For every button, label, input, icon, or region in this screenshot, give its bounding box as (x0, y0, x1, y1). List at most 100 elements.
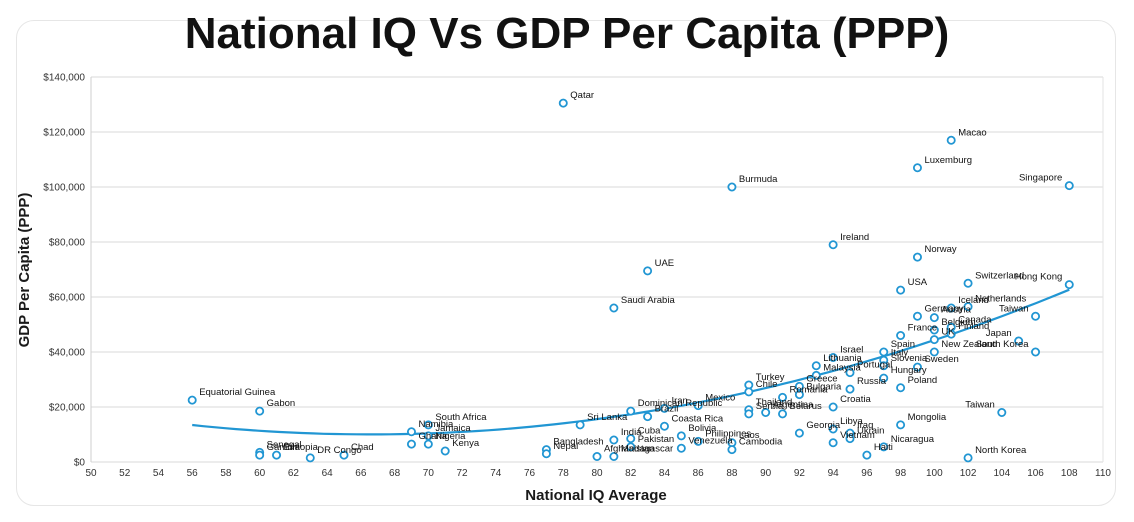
data-point (879, 347, 889, 357)
x-axis-ticks: 50 52 54 56 58 60 62 64 66 68 70 72 74 76 78 80 82 84 86 88… (85, 468, 1111, 479)
x-tick-label: 96 (861, 468, 873, 479)
point-label: Macao (958, 127, 987, 138)
x-tick-label: 108 (1061, 468, 1078, 479)
data-point (626, 442, 636, 452)
point-label: Belarus (790, 401, 822, 412)
data-point (778, 409, 788, 419)
point-label: Madagascar (621, 444, 673, 455)
point-label: Iraq (857, 420, 873, 431)
data-point (423, 420, 433, 430)
data-point (339, 450, 349, 460)
point-label: Coasta Rica (671, 413, 723, 424)
y-tick-label: $60,000 (49, 293, 86, 304)
data-point (912, 311, 922, 321)
data-point (659, 403, 669, 413)
point-label: Dominican Republic (638, 398, 723, 409)
point-label: Luxemburg (924, 155, 972, 166)
x-tick-label: 52 (119, 468, 131, 479)
data-point (440, 446, 450, 456)
data-point (1014, 336, 1024, 346)
point-label: South Africa (435, 412, 487, 423)
data-point (912, 163, 922, 173)
x-tick-label: 58 (220, 468, 232, 479)
data-point (659, 421, 669, 431)
point-label: Norway (924, 244, 956, 255)
point-label: Venezuela (688, 435, 733, 446)
data-point (963, 453, 973, 463)
data-point (187, 395, 197, 405)
point-label: Ghana (418, 431, 447, 442)
point-label: Equatorial Guinea (199, 387, 276, 398)
x-tick-label: 110 (1095, 468, 1111, 479)
data-point (406, 427, 416, 437)
point-label: Romania (790, 384, 829, 395)
point-label: Switzerland (975, 270, 1024, 281)
data-point (896, 383, 906, 393)
x-tick-label: 54 (153, 468, 165, 479)
x-tick-label: 84 (659, 468, 671, 479)
data-point (255, 450, 265, 460)
data-point (609, 303, 619, 313)
point-label: Poland (908, 375, 938, 386)
data-point (828, 352, 838, 362)
point-label: Ethiopia (284, 442, 319, 453)
point-label: Cambodia (739, 437, 783, 448)
point-label: Belgium (941, 317, 975, 328)
data-point (811, 370, 821, 380)
data-point (828, 438, 838, 448)
x-tick-label: 98 (895, 468, 907, 479)
point-label: Turkey (756, 372, 785, 383)
point-label: Malaysia (823, 362, 861, 373)
point-label: South Korea (976, 339, 1030, 350)
point-label: New Zealand (941, 339, 997, 350)
point-label: Israel (840, 345, 863, 356)
y-tick-label: $20,000 (49, 403, 86, 414)
point-label: North Korea (975, 445, 1027, 456)
x-tick-label: 66 (355, 468, 367, 479)
y-tick-label: $0 (74, 458, 86, 469)
data-point (828, 402, 838, 412)
x-tick-label: 90 (760, 468, 772, 479)
data-points (187, 98, 1074, 463)
point-label: Afghanistan (604, 444, 654, 455)
data-point (406, 439, 416, 449)
data-point (727, 445, 737, 455)
data-point (963, 278, 973, 288)
x-tick-label: 68 (389, 468, 401, 479)
x-tick-label: 76 (524, 468, 536, 479)
x-tick-label: 104 (993, 468, 1010, 479)
point-label: Haiti (874, 442, 893, 453)
point-label: Cuba (638, 426, 661, 437)
data-point (693, 436, 703, 446)
y-tick-label: $120,000 (43, 128, 85, 139)
data-point (626, 406, 636, 416)
y-tick-label: $100,000 (43, 183, 85, 194)
data-point (912, 362, 922, 372)
x-tick-label: 64 (322, 468, 334, 479)
point-label: India (621, 427, 642, 438)
point-label: Spain (891, 339, 915, 350)
data-point (727, 182, 737, 192)
data-point (1031, 311, 1041, 321)
data-point (1064, 181, 1074, 191)
x-tick-label: 62 (288, 468, 300, 479)
data-point (761, 407, 771, 417)
point-label: Austria (941, 305, 971, 316)
data-point (794, 390, 804, 400)
data-point (862, 450, 872, 460)
data-point (929, 347, 939, 357)
x-tick-label: 86 (693, 468, 705, 479)
data-point (896, 330, 906, 340)
data-point (946, 135, 956, 145)
point-label: Burmuda (739, 174, 778, 185)
data-point (575, 420, 585, 430)
point-label: UAE (655, 258, 675, 269)
point-label: Jamaica (435, 423, 471, 434)
point-label: Laos (739, 430, 760, 441)
data-point (272, 450, 282, 460)
x-tick-label: 94 (828, 468, 840, 479)
x-axis-label: National IQ Average (525, 487, 666, 504)
data-point (879, 361, 889, 371)
point-label: Philippines (705, 428, 751, 439)
